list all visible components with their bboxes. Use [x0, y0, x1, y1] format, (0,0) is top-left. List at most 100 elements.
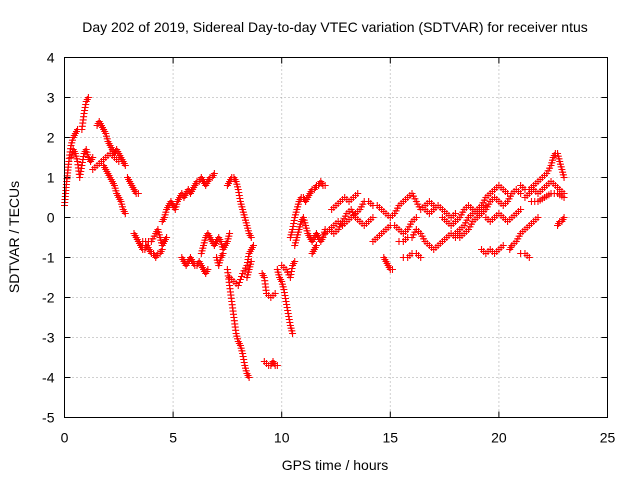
data-point [238, 273, 246, 280]
series-trace-39 [506, 214, 542, 253]
axis-ticks [64, 57, 608, 418]
series-trace-02 [67, 146, 97, 181]
data-point [560, 194, 568, 201]
x-tick-label: 25 [600, 430, 616, 446]
data-point [291, 258, 299, 265]
series-trace-40 [517, 250, 533, 261]
data-point [273, 362, 281, 369]
series-trace-23 [291, 214, 329, 249]
data-point [517, 206, 525, 213]
data-point [354, 190, 362, 197]
data-point [115, 158, 123, 165]
series-trace-29 [369, 214, 420, 245]
x-tick-label: 15 [383, 430, 399, 446]
series-trace-26 [328, 190, 362, 213]
series-trace-43 [527, 190, 568, 205]
series-trace-19 [260, 358, 281, 369]
series-trace-31 [399, 250, 425, 261]
y-tick-label: 1 [47, 170, 55, 186]
y-tick-label: -2 [42, 290, 55, 306]
data-point [534, 214, 542, 221]
x-tick-label: 10 [274, 430, 290, 446]
x-axis-label: GPS time / hours [282, 457, 389, 473]
series-trace-06 [100, 162, 129, 217]
data-point [234, 282, 242, 289]
y-tick-label: -1 [42, 250, 55, 266]
data-point [417, 254, 425, 261]
data-point [210, 170, 218, 177]
series-trace-09 [139, 226, 171, 249]
plot-frame [64, 57, 608, 418]
series-trace-14 [223, 174, 255, 241]
data-point [121, 162, 129, 169]
tick-labels: 0 5 10 15 20 25 -5 -4 -3 -2 -1 0 1 2 3 4 [42, 50, 615, 446]
series-trace-12 [197, 230, 234, 257]
data-point [388, 266, 396, 273]
series-trace-38 [482, 206, 525, 225]
data-point [451, 210, 459, 217]
series-trace-41 [517, 150, 568, 193]
data-point [560, 214, 568, 221]
data-point [84, 94, 92, 101]
data-point [134, 190, 142, 197]
data-point [121, 210, 129, 217]
data-point [271, 290, 279, 297]
x-tick-label: 5 [169, 430, 177, 446]
data-point [219, 250, 227, 257]
data-point [163, 234, 171, 241]
data-point [249, 242, 257, 249]
x-tick-label: 20 [491, 430, 507, 446]
data-point [245, 374, 253, 381]
data-point [226, 230, 234, 237]
series-trace-03 [78, 94, 92, 133]
series-trace-17 [243, 258, 255, 281]
y-tick-label: 4 [47, 50, 55, 66]
data-point [204, 266, 212, 273]
series-trace-36 [456, 186, 525, 241]
series-trace-11 [178, 254, 212, 277]
series-trace-10 [158, 170, 218, 225]
series-trace-18 [258, 270, 279, 301]
series-trace-05 [89, 150, 123, 173]
series-trace-28 [365, 190, 438, 221]
grid-lines [64, 57, 608, 418]
data-point [235, 279, 243, 286]
series-trace-33 [421, 202, 459, 221]
series-trace-16 [226, 242, 257, 289]
data-point [517, 190, 525, 197]
data-point [289, 330, 297, 337]
data-point [89, 154, 97, 161]
y-tick-label: -4 [42, 370, 55, 386]
series-trace-35 [451, 182, 512, 237]
series-trace-22 [286, 178, 329, 241]
data-point [560, 174, 568, 181]
data-point [499, 242, 507, 249]
y-tick-label: 2 [47, 130, 55, 146]
series-trace-44 [554, 214, 568, 229]
data-points [61, 94, 568, 381]
y-tick-label: -5 [42, 410, 55, 426]
series-trace-42 [521, 178, 568, 201]
series-trace-24 [308, 242, 320, 257]
series-trace-07 [123, 174, 142, 197]
series-trace-30 [380, 254, 396, 273]
y-axis-label: SDTVAR / TECUs [6, 181, 22, 293]
series-trace-37 [478, 242, 507, 257]
x-tick-label: 0 [61, 430, 69, 446]
data-point [321, 182, 329, 189]
series-trace-21 [278, 258, 299, 281]
y-tick-label: -3 [42, 330, 55, 346]
data-point [247, 258, 255, 265]
data-point [412, 214, 420, 221]
series-trace-13 [213, 250, 227, 269]
data-point [247, 234, 255, 241]
series-trace-27 [325, 206, 377, 237]
chart-title: Day 202 of 2019, Sidereal Day-to-day VTE… [82, 19, 588, 35]
data-point [312, 242, 320, 249]
data-point [236, 276, 244, 283]
data-point [369, 214, 377, 221]
series-trace-20 [273, 266, 297, 337]
y-tick-label: 0 [47, 210, 55, 226]
y-tick-label: 3 [47, 90, 55, 106]
